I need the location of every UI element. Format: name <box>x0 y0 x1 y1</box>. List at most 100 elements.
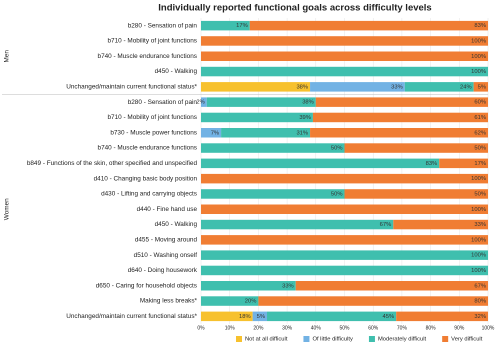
value-label: 50% <box>474 146 486 152</box>
value-label: 100% <box>471 69 486 75</box>
bar-segment <box>473 82 488 92</box>
bar-segment <box>267 311 397 322</box>
value-label: 20% <box>245 299 257 305</box>
value-label: 7% <box>211 130 219 136</box>
bar-segment <box>344 143 488 153</box>
value-label: 39% <box>299 115 311 121</box>
bar-segment <box>201 128 222 138</box>
value-label: 2% <box>196 100 204 106</box>
x-tick-label: 20% <box>253 325 264 331</box>
bar-segment <box>201 173 488 184</box>
bar-segment <box>201 112 313 123</box>
category-label: b730 - Muscle power functions <box>110 129 197 136</box>
value-label: 38% <box>296 84 308 90</box>
bar-segment <box>201 20 250 31</box>
bar-segment <box>344 189 488 199</box>
bar-segment <box>221 128 311 138</box>
category-label: d410 - Changing basic body position <box>94 175 198 182</box>
value-label: 61% <box>474 115 486 121</box>
chart-title: Individually reported functional goals a… <box>158 3 431 14</box>
value-label: 5% <box>478 84 486 90</box>
group-label: Women <box>4 198 11 220</box>
legend-label: Very difficult <box>451 337 483 343</box>
bar-segment <box>393 219 488 230</box>
legend-label: Not at all difficult <box>245 337 288 343</box>
bar-segment <box>249 20 488 31</box>
value-label: 62% <box>474 130 486 136</box>
legend-swatch <box>236 336 242 342</box>
bar-segment <box>295 281 488 291</box>
value-label: 24% <box>460 84 472 90</box>
bar-segment <box>201 281 296 291</box>
x-tick-label: 40% <box>311 325 322 331</box>
value-label: 18% <box>239 314 251 320</box>
value-label: 38% <box>302 100 314 106</box>
bar-segment <box>312 112 488 123</box>
value-label: 100% <box>471 268 486 274</box>
bar-segment <box>201 97 207 107</box>
bar-segment <box>201 66 488 77</box>
category-label: d650 - Caring for household objects <box>96 282 197 289</box>
bar-segment <box>404 82 474 92</box>
category-label: Unchanged/maintain current functional st… <box>66 84 197 91</box>
value-label: 100% <box>471 207 486 213</box>
bar-segment <box>396 311 488 322</box>
x-tick-label: 90% <box>454 325 465 331</box>
bar-segment <box>252 311 268 322</box>
category-label: d430 - Lifting and carrying objects <box>101 191 197 198</box>
x-tick-label: 100% <box>482 325 495 331</box>
value-label: 50% <box>474 191 486 197</box>
bar-segment <box>201 82 311 92</box>
value-label: 33% <box>474 222 486 228</box>
value-label: 33% <box>282 283 294 289</box>
bar-segment <box>201 235 488 245</box>
category-label: b280 - Sensation of pain <box>128 22 198 29</box>
value-label: 100% <box>471 253 486 259</box>
bar-segment <box>439 158 488 169</box>
bar-segment <box>258 296 488 306</box>
x-tick-label: 80% <box>426 325 437 331</box>
category-label: d450 - Walking <box>155 221 198 228</box>
category-label: d450 - Walking <box>155 68 198 75</box>
value-label: 50% <box>331 191 343 197</box>
value-label: 33% <box>391 84 403 90</box>
x-tick-label: 30% <box>282 325 293 331</box>
bar-segment <box>201 158 440 169</box>
legend-swatch <box>442 336 449 342</box>
bar-segment <box>201 189 345 199</box>
legend-swatch <box>303 336 310 342</box>
value-label: 100% <box>471 237 486 243</box>
category-label: b740 - Muscle endurance functions <box>98 53 197 60</box>
value-label: 45% <box>383 314 395 320</box>
value-label: 17% <box>474 161 486 167</box>
x-tick-label: 50% <box>339 325 350 331</box>
value-label: 5% <box>257 314 265 320</box>
x-tick-label: 60% <box>368 325 379 331</box>
category-label: d455 - Moving around <box>135 237 198 244</box>
legend-label: Of little difficulty <box>312 337 353 343</box>
x-tick-label: 70% <box>397 325 408 331</box>
bar-segment <box>315 97 488 107</box>
category-label: Making less breaks* <box>140 298 198 305</box>
category-label: b740 - Muscle endurance functions <box>98 145 197 152</box>
value-label: 32% <box>474 314 486 320</box>
category-label: d640 - Doing housework <box>128 267 198 274</box>
bar-segment <box>206 97 316 107</box>
bar-segment <box>201 265 488 276</box>
value-label: 83% <box>474 23 486 29</box>
bar-segment <box>310 128 488 138</box>
bar-segment <box>201 250 488 260</box>
category-label: b280 - Sensation of pain <box>128 99 198 106</box>
legend-label: Moderately difficult <box>378 337 427 343</box>
group-label: Men <box>4 50 11 63</box>
category-label: b849 - Functions of the skin, other spec… <box>27 160 198 167</box>
bar-segment <box>201 51 488 61</box>
category-label: Unchanged/maintain current functional st… <box>66 313 197 320</box>
category-label: b710 - Mobility of joint functions <box>107 38 197 45</box>
bar-segment <box>201 204 488 214</box>
bar-segment <box>201 311 253 322</box>
value-label: 17% <box>236 23 248 29</box>
value-label: 31% <box>296 130 308 136</box>
x-tick-label: 0% <box>197 325 205 331</box>
